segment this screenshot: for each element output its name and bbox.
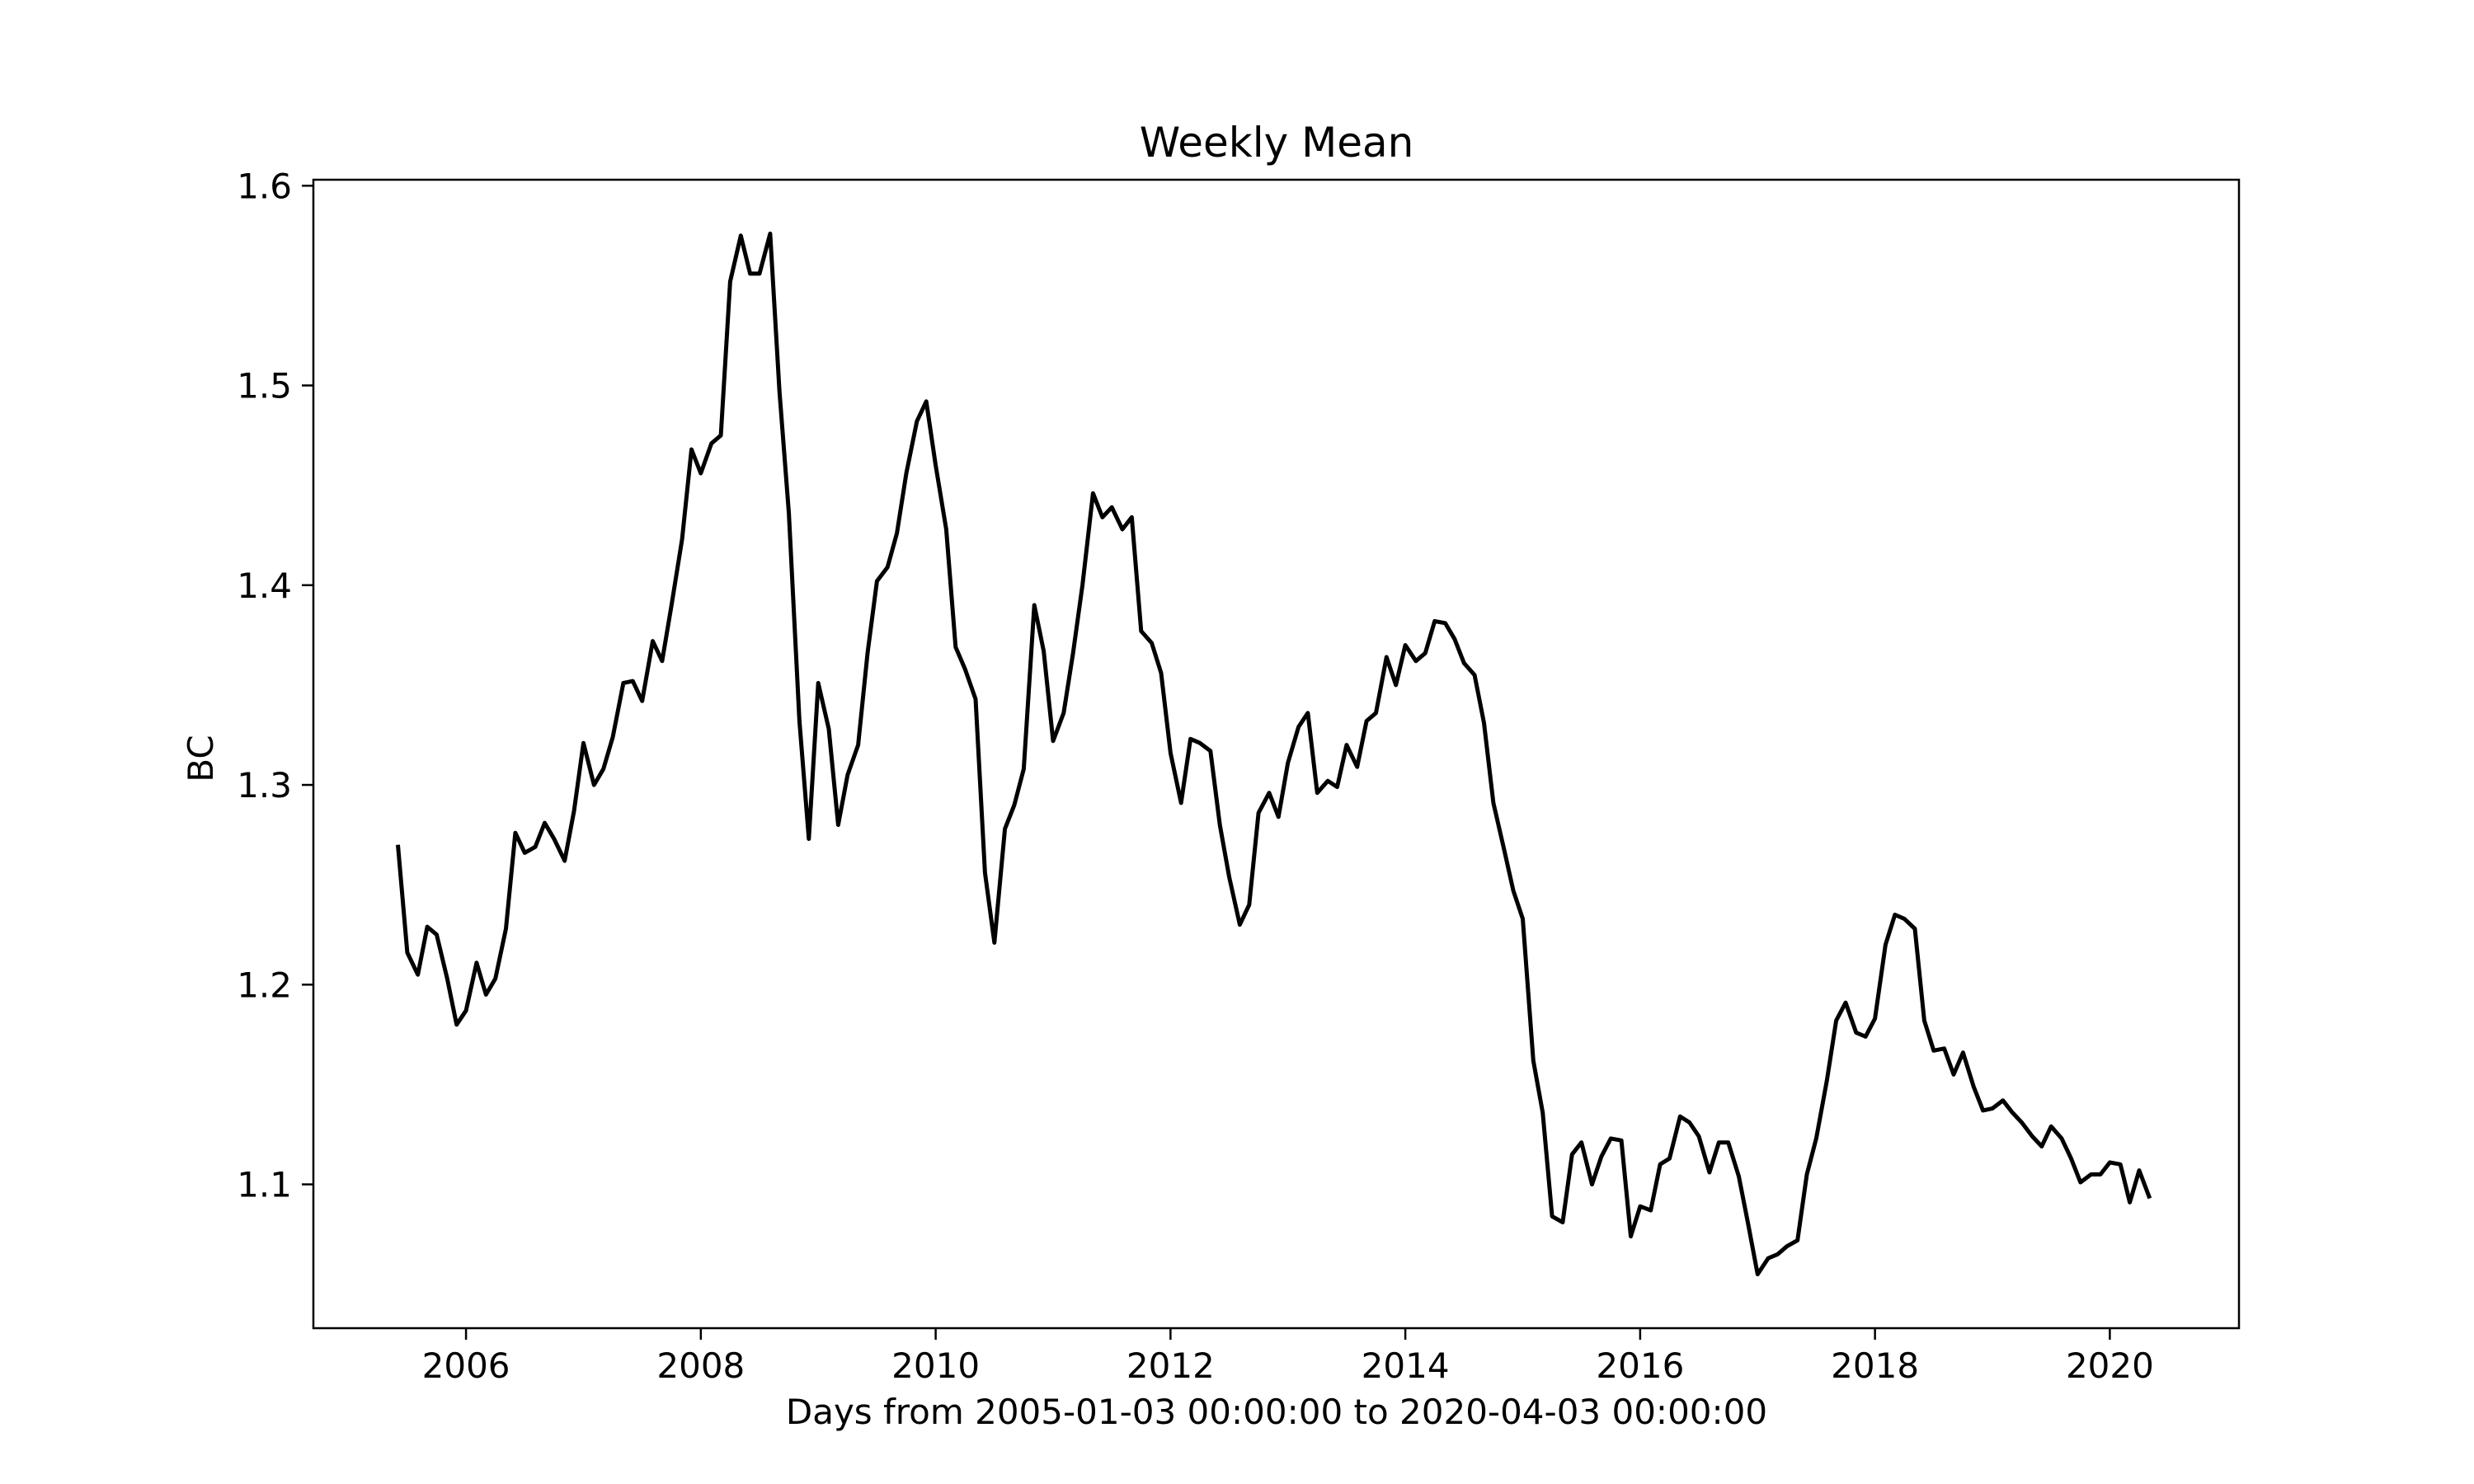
x-tick-label: 2012 bbox=[1126, 1345, 1215, 1386]
chart-title: Weekly Mean bbox=[1140, 119, 1414, 167]
y-tick-label: 1.4 bbox=[237, 566, 292, 606]
x-tick-label: 2020 bbox=[2066, 1345, 2154, 1386]
y-tick-label: 1.1 bbox=[237, 1165, 292, 1205]
y-tick-label: 1.2 bbox=[237, 965, 292, 1005]
x-tick-label: 2016 bbox=[1596, 1345, 1684, 1386]
plot-area-frame bbox=[312, 178, 2241, 1330]
y-axis-label: BC bbox=[181, 735, 221, 782]
y-tick-label: 1.6 bbox=[237, 166, 292, 206]
y-tick-label: 1.5 bbox=[237, 366, 292, 406]
y-tick-label: 1.3 bbox=[237, 765, 292, 805]
x-tick-label: 2014 bbox=[1362, 1345, 1450, 1386]
x-tick-label: 2008 bbox=[656, 1345, 745, 1386]
series-line bbox=[396, 231, 2152, 1277]
x-axis-label: Days from 2005-01-03 00:00:00 to 2020-04… bbox=[786, 1392, 1767, 1432]
x-axis: 2006 2008 2010 2012 2014 2016 2018 2020 bbox=[422, 1328, 2154, 1386]
x-tick-label: 2010 bbox=[891, 1345, 980, 1386]
y-axis: 1.1 1.2 1.3 1.4 1.5 1.6 bbox=[237, 166, 313, 1205]
x-tick-label: 2006 bbox=[422, 1345, 510, 1386]
x-tick-label: 2018 bbox=[1831, 1345, 1919, 1386]
